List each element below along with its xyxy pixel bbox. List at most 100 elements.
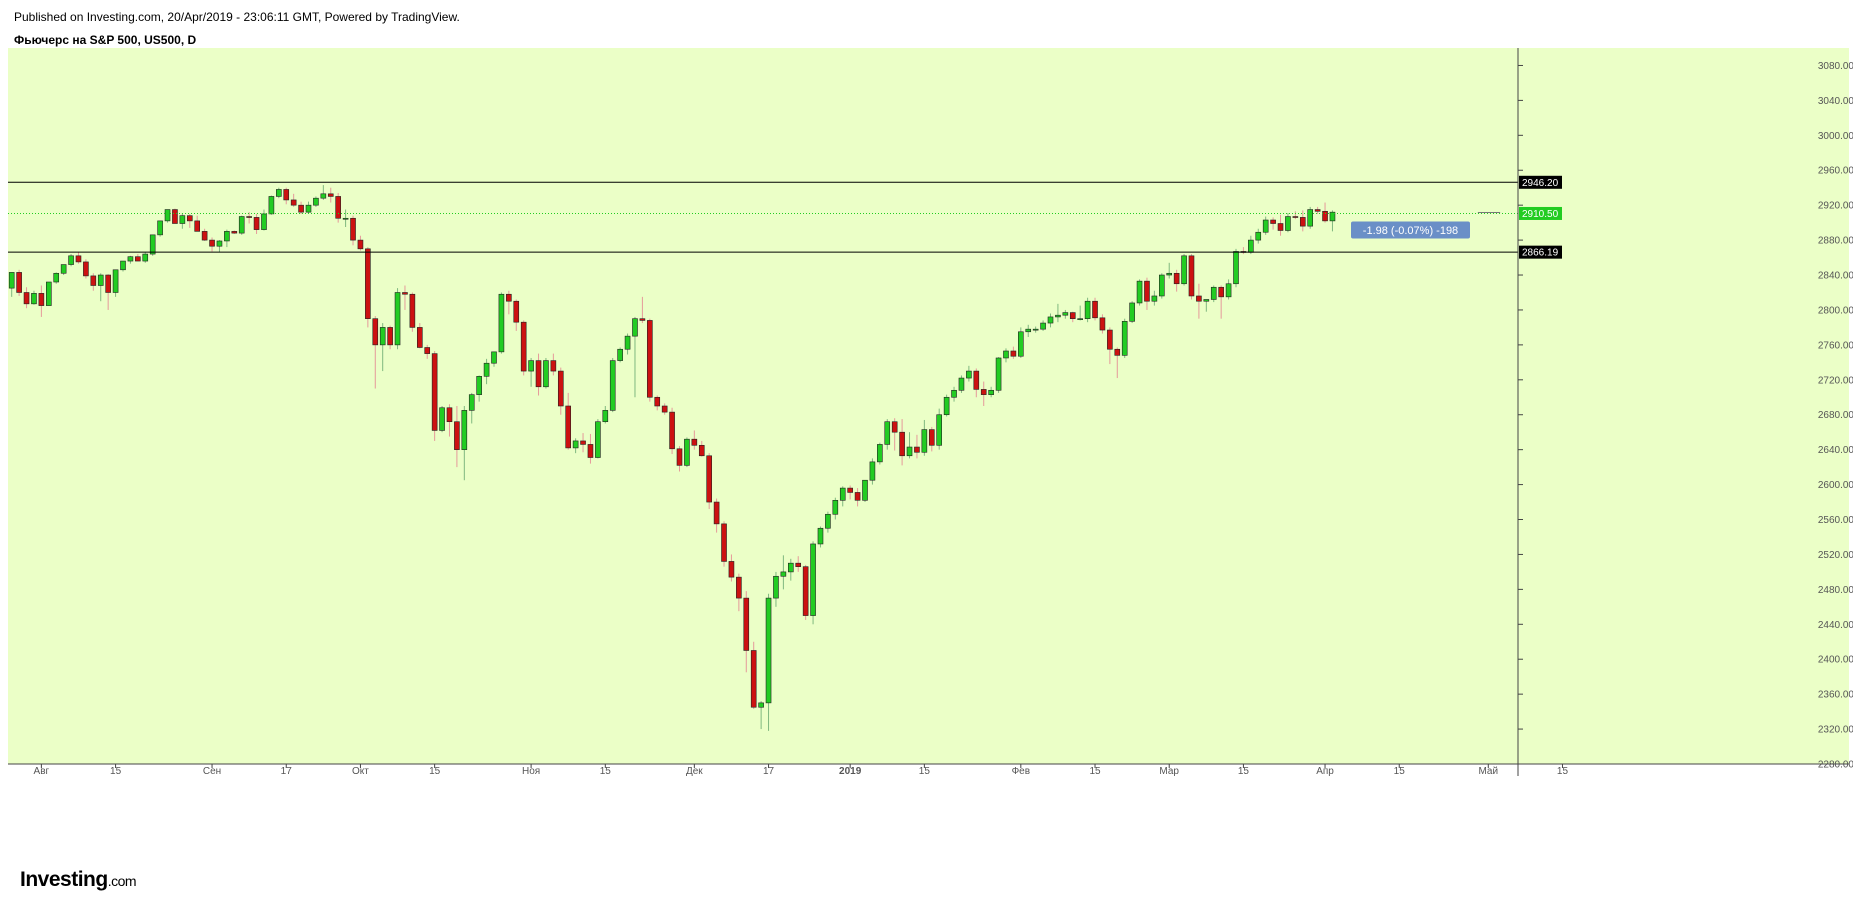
candle-down	[23, 292, 30, 305]
candle-down	[1188, 255, 1195, 297]
candle-down	[691, 438, 698, 446]
change-label: -1.98 (-0.07%) -198	[1363, 225, 1458, 237]
candle-up	[832, 500, 839, 515]
price-tick-label: 2440.00	[1818, 620, 1853, 631]
candle-up	[483, 362, 490, 377]
price-axis[interactable]: 3080.00 3040.00 3000.00 2960.00 2920.00 2880.…	[8, 48, 1853, 776]
candle-up	[884, 421, 891, 445]
candle-down	[513, 300, 520, 323]
candle-up	[313, 197, 319, 206]
candle-up	[1077, 318, 1083, 320]
time-tick-label: 15	[1394, 766, 1406, 777]
price-tick-label: 2560.00	[1818, 515, 1853, 526]
level-price-badge	[1519, 245, 1562, 259]
candle-down	[424, 347, 431, 354]
candle-up	[609, 360, 616, 411]
candle-up	[966, 370, 972, 379]
candle-down	[721, 523, 727, 562]
candle-up	[758, 702, 764, 708]
candle-down	[357, 239, 364, 250]
candle-up	[1025, 328, 1032, 333]
candle-down	[201, 231, 208, 241]
price-tick-label: 2680.00	[1818, 410, 1853, 421]
candle-down	[550, 360, 557, 372]
candle-up	[1040, 322, 1046, 330]
price-tick-label: 2400.00	[1818, 655, 1853, 666]
candle-up	[624, 335, 631, 350]
time-tick-label: Окт	[352, 766, 369, 777]
candle-down	[75, 255, 82, 263]
plot-area[interactable]	[8, 48, 1849, 764]
candle-down	[891, 421, 898, 433]
time-tick-label: 17	[281, 766, 293, 777]
time-axis[interactable]: Авг 15 Сен 17 Окт 15 Ноя 15 Дек 17 2019 15 Фев 15 Мар 1…	[34, 764, 1569, 777]
candle-up	[1129, 302, 1135, 322]
candle-down	[38, 293, 45, 306]
candle-up	[877, 444, 883, 463]
candle-down	[506, 293, 512, 302]
candle-up	[1210, 286, 1217, 300]
candle-up	[53, 272, 60, 283]
candle-down	[557, 370, 564, 407]
candle-up	[839, 487, 846, 501]
candle-up	[68, 255, 74, 265]
candle-up	[1248, 239, 1254, 253]
candle-up	[1181, 255, 1187, 285]
candle-up	[120, 260, 126, 271]
candle-up	[1166, 272, 1173, 276]
candle-down	[1196, 295, 1202, 302]
candle-up	[995, 357, 1002, 391]
price-tick-label: 2800.00	[1818, 305, 1853, 316]
candle-down	[246, 216, 252, 218]
candle-up	[8, 272, 15, 289]
candle-up	[817, 527, 824, 545]
time-tick-label: Май	[1478, 766, 1498, 777]
candle-down	[335, 196, 341, 219]
published-caption: Published on Investing.com, 20/Apr/2019 …	[14, 10, 460, 24]
price-tick-label: 2720.00	[1818, 375, 1853, 386]
candle-down	[209, 239, 215, 247]
candle-down	[327, 193, 334, 197]
candle-up	[1233, 251, 1239, 285]
price-tick-label: 2920.00	[1818, 201, 1853, 212]
candle-up	[224, 231, 230, 242]
candle-up	[320, 193, 327, 199]
candle-up	[179, 215, 186, 224]
candle-up	[528, 360, 534, 372]
candle-down	[83, 261, 89, 277]
candle-up	[572, 440, 579, 449]
candle-down	[713, 501, 720, 525]
candle-up	[1032, 328, 1039, 331]
price-tick-label: 2600.00	[1818, 480, 1853, 491]
candle-up	[1018, 331, 1024, 357]
candle-down	[676, 448, 683, 466]
time-tick-label: Ноя	[522, 766, 540, 777]
price-tick-label: 2960.00	[1818, 166, 1853, 177]
candle-down	[580, 440, 586, 445]
candle-down	[654, 396, 661, 407]
price-tick-label: 3040.00	[1818, 96, 1853, 107]
investing-logo: Investing.com	[20, 868, 137, 891]
candle-down	[587, 444, 594, 458]
level-price-label: 2866.19	[1522, 248, 1559, 259]
candle-up	[1121, 321, 1128, 356]
time-tick-label: 17	[763, 766, 775, 777]
candle-up	[1225, 283, 1232, 298]
candle-up	[1255, 231, 1262, 241]
candle-down	[186, 215, 193, 222]
time-tick-label: Апр	[1316, 766, 1334, 777]
time-tick-label: Мар	[1159, 766, 1179, 777]
time-tick-label: Фев	[1012, 766, 1030, 777]
chart-title: Фьючерс на S&P 500, US500, D	[14, 33, 197, 47]
candle-up	[810, 543, 816, 616]
candle-down	[454, 421, 460, 450]
candle-down	[914, 446, 920, 453]
candle-down	[387, 327, 393, 346]
candle-up	[921, 429, 928, 453]
time-tick-label: 15	[1238, 766, 1250, 777]
price-tick-label: 3080.00	[1818, 61, 1853, 72]
candle-down	[90, 275, 97, 286]
candle-down	[431, 353, 438, 431]
time-tick-label: 15	[1089, 766, 1101, 777]
